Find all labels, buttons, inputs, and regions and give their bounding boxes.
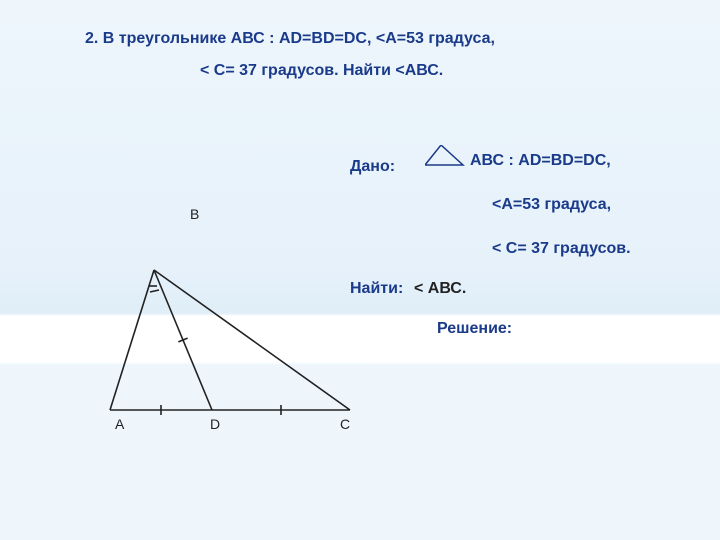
label-C: C <box>340 416 350 432</box>
given-line-3: < С= 37 градусов. <box>492 240 631 258</box>
small-triangle-icon <box>425 145 467 169</box>
triangle-figure <box>80 240 380 440</box>
problem-line-2: < С= 37 градусов. Найти <АВС. <box>200 62 443 80</box>
label-D: D <box>210 416 220 432</box>
find-value: < АВС. <box>414 280 466 298</box>
label-B: B <box>190 206 199 222</box>
solution-label: Решение: <box>437 320 512 338</box>
problem-line-1: 2. В треугольнике АВС : AD=BD=DC, <А=53 … <box>85 30 495 48</box>
given-line-2: <А=53 градуса, <box>492 196 611 214</box>
label-A: A <box>115 416 124 432</box>
given-line-1: АВС : AD=BD=DC, <box>470 152 611 170</box>
given-label: Дано: <box>350 158 395 176</box>
